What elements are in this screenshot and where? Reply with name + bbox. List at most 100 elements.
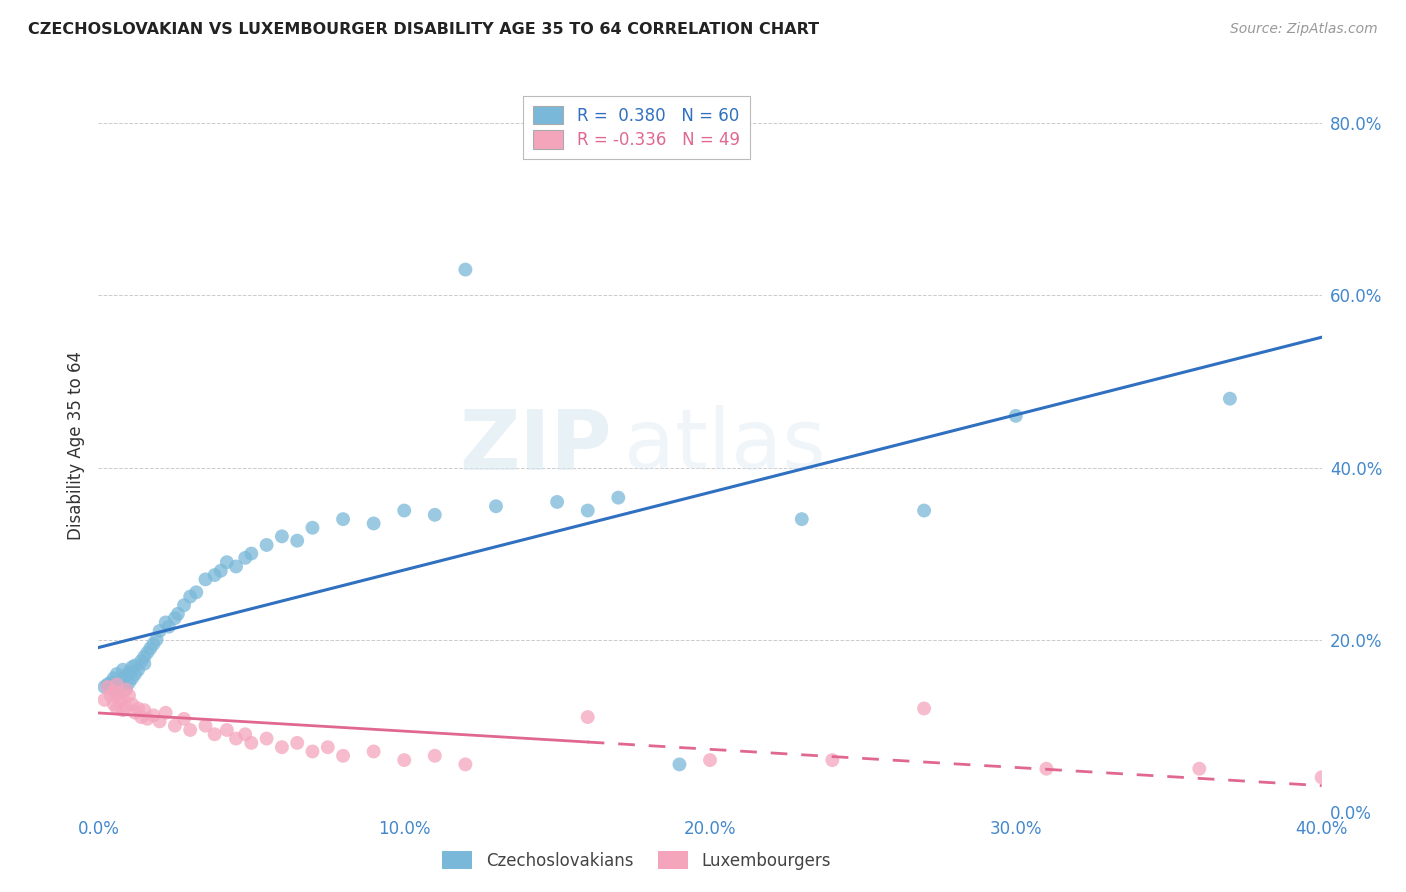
- Point: [215, 723, 238, 737]
- Point: [105, 667, 128, 681]
- Point: [454, 757, 477, 772]
- Point: [103, 671, 125, 685]
- Point: [576, 710, 599, 724]
- Point: [316, 740, 339, 755]
- Point: [173, 598, 195, 612]
- Point: [225, 559, 247, 574]
- Point: [179, 590, 201, 604]
- Point: [363, 516, 385, 531]
- Point: [194, 573, 217, 587]
- Point: [121, 697, 143, 711]
- Point: [157, 620, 180, 634]
- Point: [173, 712, 195, 726]
- Y-axis label: Disability Age 35 to 64: Disability Age 35 to 64: [66, 351, 84, 541]
- Point: [111, 663, 134, 677]
- Point: [392, 753, 416, 767]
- Point: [139, 641, 162, 656]
- Point: [270, 529, 292, 543]
- Point: [301, 744, 323, 758]
- Point: [912, 701, 935, 715]
- Point: [285, 533, 308, 548]
- Text: Source: ZipAtlas.com: Source: ZipAtlas.com: [1230, 22, 1378, 37]
- Point: [363, 744, 385, 758]
- Point: [256, 731, 278, 746]
- Point: [332, 512, 354, 526]
- Point: [103, 697, 125, 711]
- Point: [233, 727, 256, 741]
- Point: [576, 503, 599, 517]
- Point: [134, 649, 156, 664]
- Point: [149, 714, 172, 729]
- Point: [285, 736, 308, 750]
- Point: [215, 555, 238, 569]
- Point: [127, 663, 149, 677]
- Point: [134, 657, 156, 671]
- Point: [100, 675, 122, 690]
- Point: [108, 695, 131, 709]
- Text: CZECHOSLOVAKIAN VS LUXEMBOURGER DISABILITY AGE 35 TO 64 CORRELATION CHART: CZECHOSLOVAKIAN VS LUXEMBOURGER DISABILI…: [28, 22, 820, 37]
- Point: [97, 677, 120, 691]
- Point: [134, 703, 156, 717]
- Point: [124, 658, 146, 673]
- Point: [136, 646, 159, 660]
- Point: [240, 736, 263, 750]
- Point: [97, 680, 120, 694]
- Point: [225, 731, 247, 746]
- Point: [115, 669, 138, 683]
- Text: atlas: atlas: [624, 406, 827, 486]
- Point: [155, 706, 177, 720]
- Point: [233, 550, 256, 565]
- Point: [108, 686, 131, 700]
- Point: [668, 757, 690, 772]
- Point: [209, 564, 232, 578]
- Point: [111, 684, 134, 698]
- Point: [392, 503, 416, 517]
- Point: [1035, 762, 1057, 776]
- Point: [1219, 392, 1241, 406]
- Point: [270, 740, 292, 755]
- Point: [129, 710, 152, 724]
- Point: [821, 753, 844, 767]
- Point: [423, 748, 446, 763]
- Point: [332, 748, 354, 763]
- Point: [186, 585, 208, 599]
- Legend: Czechoslovakians, Luxembourgers: Czechoslovakians, Luxembourgers: [436, 845, 838, 877]
- Point: [145, 632, 167, 647]
- Point: [485, 500, 508, 514]
- Point: [118, 675, 141, 690]
- Point: [167, 607, 190, 621]
- Point: [1310, 770, 1333, 784]
- Point: [163, 611, 186, 625]
- Point: [118, 689, 141, 703]
- Point: [115, 682, 138, 697]
- Point: [699, 753, 721, 767]
- Point: [301, 521, 323, 535]
- Point: [194, 719, 217, 733]
- Point: [204, 727, 226, 741]
- Point: [790, 512, 813, 526]
- Point: [142, 637, 165, 651]
- Point: [118, 665, 141, 680]
- Point: [163, 719, 186, 733]
- Point: [546, 495, 568, 509]
- Point: [129, 654, 152, 668]
- Point: [155, 615, 177, 630]
- Point: [607, 491, 630, 505]
- Point: [100, 689, 122, 703]
- Point: [111, 703, 134, 717]
- Point: [124, 667, 146, 681]
- Point: [103, 682, 125, 697]
- Point: [121, 671, 143, 685]
- Point: [204, 568, 226, 582]
- Point: [108, 680, 131, 694]
- Point: [912, 503, 935, 517]
- Point: [454, 262, 477, 277]
- Point: [179, 723, 201, 737]
- Point: [105, 686, 128, 700]
- Point: [240, 547, 263, 561]
- Point: [105, 677, 128, 691]
- Point: [111, 691, 134, 706]
- Point: [93, 680, 115, 694]
- Point: [256, 538, 278, 552]
- Point: [423, 508, 446, 522]
